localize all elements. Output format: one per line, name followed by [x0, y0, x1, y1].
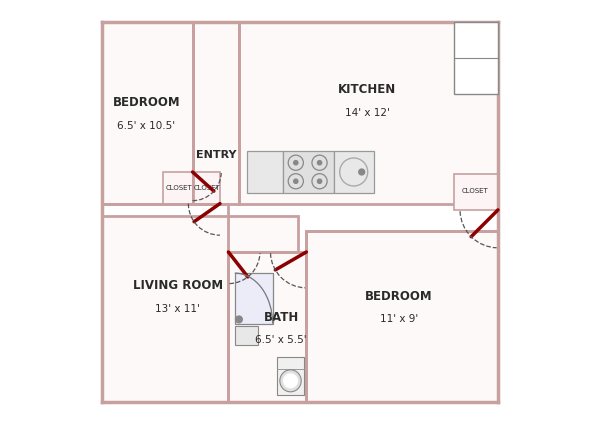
Bar [283, 151, 334, 193]
Bar [102, 22, 193, 204]
Circle shape [359, 169, 365, 175]
Circle shape [317, 161, 322, 165]
Bar [307, 231, 498, 402]
Bar [454, 22, 498, 94]
Ellipse shape [280, 370, 301, 392]
Bar [454, 174, 498, 210]
Bar [163, 172, 193, 204]
Text: CLOSET: CLOSET [166, 184, 193, 190]
Circle shape [293, 179, 298, 183]
Text: 6.5' x 5.5': 6.5' x 5.5' [255, 335, 307, 346]
Bar [235, 273, 272, 324]
Text: KITCHEN: KITCHEN [338, 84, 397, 96]
Text: BEDROOM: BEDROOM [365, 290, 433, 303]
Bar [229, 252, 307, 402]
Text: ENTRY: ENTRY [196, 150, 236, 160]
Text: 6.5' x 10.5': 6.5' x 10.5' [117, 121, 175, 131]
Bar [247, 151, 283, 193]
Text: 14' x 12': 14' x 12' [345, 108, 390, 118]
Bar [102, 216, 298, 402]
Text: BEDROOM: BEDROOM [112, 96, 180, 109]
Text: CLOSET: CLOSET [194, 184, 220, 190]
Text: BATH: BATH [263, 311, 299, 324]
Text: CLOSET: CLOSET [462, 188, 488, 194]
Bar [239, 22, 498, 204]
Bar [277, 357, 304, 395]
Ellipse shape [283, 373, 298, 388]
Circle shape [317, 179, 322, 183]
Bar [193, 172, 220, 204]
Bar [235, 326, 258, 345]
Circle shape [293, 161, 298, 165]
Text: LIVING ROOM: LIVING ROOM [133, 279, 223, 292]
Circle shape [236, 316, 242, 323]
Text: 13' x 11': 13' x 11' [155, 304, 200, 314]
Bar [334, 151, 374, 193]
Bar [193, 22, 239, 204]
Text: 11' x 9': 11' x 9' [380, 315, 418, 324]
